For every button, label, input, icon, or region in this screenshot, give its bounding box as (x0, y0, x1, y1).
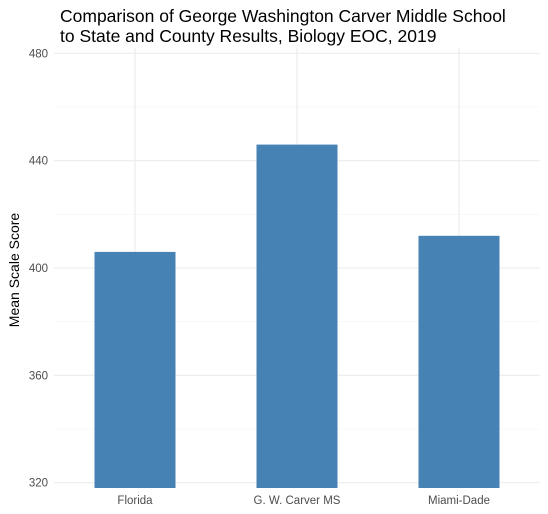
bar-1 (257, 145, 338, 488)
x-tick-label-1: G. W. Carver MS (254, 495, 341, 507)
y-tick-label-3: 440 (29, 156, 48, 168)
bar-2 (419, 236, 500, 488)
y-tick-label-0: 320 (29, 478, 48, 490)
y-axis-ticks: 320 360 400 440 480 (29, 48, 48, 489)
chart-title-line-1: Comparison of George Washington Carver M… (60, 6, 506, 26)
bars (95, 145, 500, 488)
y-tick-label-4: 480 (29, 48, 48, 60)
y-axis-label: Mean Scale Score (6, 213, 22, 328)
x-tick-label-2: Miami-Dade (428, 495, 490, 507)
x-tick-label-0: Florida (117, 495, 153, 507)
x-axis-ticks: Florida G. W. Carver MS Miami-Dade (117, 495, 490, 507)
y-tick-label-2: 400 (29, 263, 48, 275)
chart-title-line-2: to State and County Results, Biology EOC… (60, 26, 436, 46)
y-tick-label-1: 360 (29, 370, 48, 382)
bar-0 (95, 252, 176, 488)
